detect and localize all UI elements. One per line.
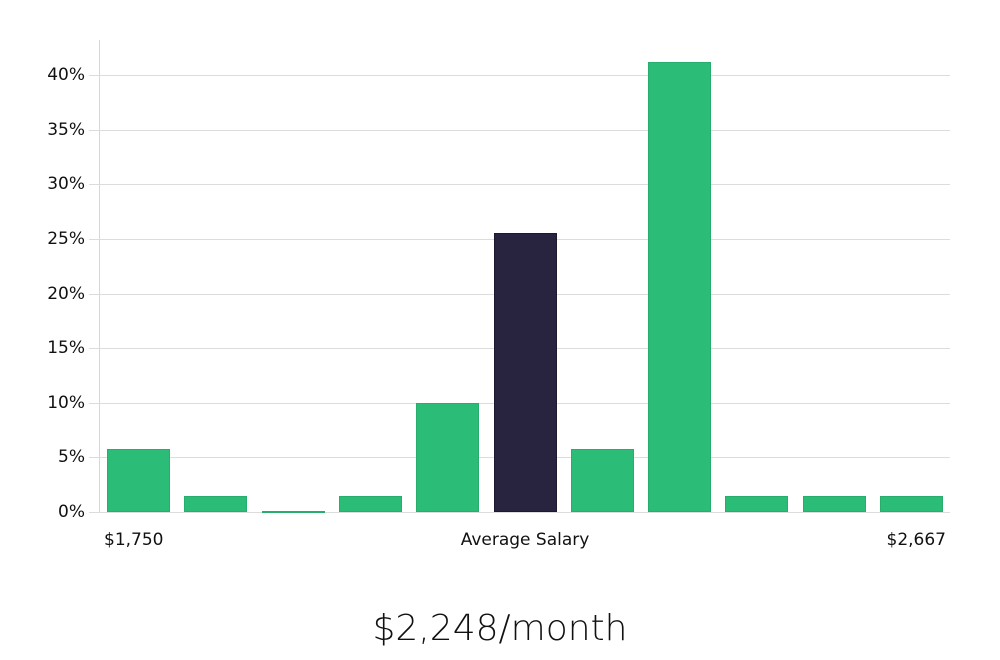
y-tick-label: 40%	[47, 65, 85, 85]
bar	[416, 403, 479, 512]
bar	[262, 511, 325, 513]
gridline	[89, 184, 950, 185]
gridline	[89, 130, 950, 131]
y-tick-label: 10%	[47, 393, 85, 413]
y-axis-line	[99, 40, 100, 513]
x-axis-max-label: $2,667	[886, 530, 946, 550]
average-salary-value: $2,248/month	[372, 608, 628, 649]
y-tick-label: 0%	[58, 502, 85, 522]
bar	[107, 449, 170, 512]
y-tick-label: 15%	[47, 338, 85, 358]
y-tick-label: 5%	[58, 447, 85, 467]
x-axis-title: Average Salary	[460, 530, 590, 550]
gridline	[89, 75, 950, 76]
bar	[880, 496, 943, 512]
y-tick-label: 35%	[47, 120, 85, 140]
bar	[803, 496, 866, 512]
y-tick-label: 25%	[47, 229, 85, 249]
bar	[339, 496, 402, 512]
bar	[184, 496, 247, 512]
y-tick-label: 20%	[47, 284, 85, 304]
y-tick-label: 30%	[47, 174, 85, 194]
gridline	[89, 512, 950, 513]
bar	[648, 62, 711, 512]
bar-average-salary	[494, 233, 557, 512]
bar	[725, 496, 788, 512]
salary-histogram-chart: 0% 5% 10% 15% 20% 25% 30% 35% 40% $1,750 Average…	[47, 40, 950, 550]
bar	[571, 449, 634, 512]
x-axis-min-label: $1,750	[104, 530, 164, 550]
